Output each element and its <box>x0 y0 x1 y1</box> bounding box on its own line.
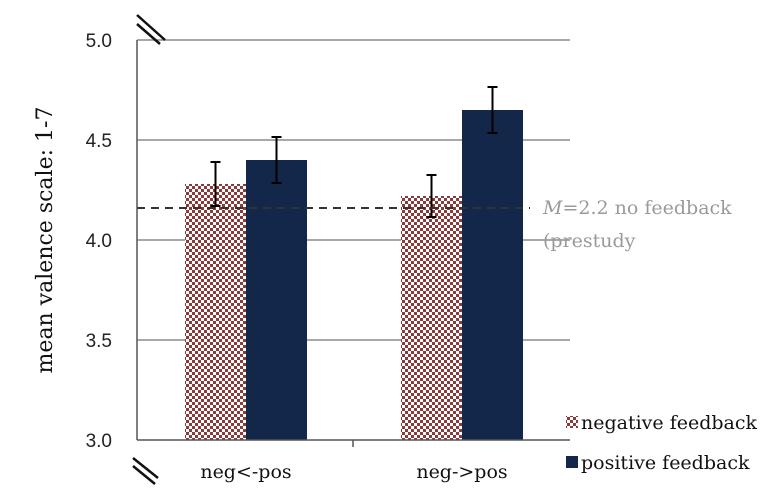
bar-negative-1 <box>185 184 246 440</box>
legend-label-positive: positive feedback <box>581 452 750 474</box>
reference-line-label-2: (prestudy <box>543 230 636 252</box>
category-label: neg<-pos <box>200 461 291 483</box>
bar-negative-2 <box>401 196 462 440</box>
y-tick-label: 3.0 <box>86 431 112 452</box>
bar-positive-1 <box>246 160 307 440</box>
axis-break-top <box>136 14 166 45</box>
legend-label-negative: negative feedback <box>581 412 758 434</box>
y-axis-label: mean valence scale: 1-7 <box>33 107 58 374</box>
legend-swatch-positive <box>566 456 578 468</box>
axes <box>132 14 570 485</box>
y-tick-label: 4.5 <box>86 131 112 152</box>
legend-swatch-negative <box>566 416 578 428</box>
y-tick-label: 3.5 <box>86 331 112 352</box>
legend: negative feedback positive feedback <box>566 412 758 474</box>
category-labels: neg<-pos neg->pos <box>200 461 507 483</box>
bar-positive-2 <box>462 110 523 440</box>
y-tick-label: 4.0 <box>86 231 112 252</box>
y-tick-label: 5.0 <box>86 31 112 52</box>
bars <box>137 86 530 440</box>
reference-line-group: M=2.2 no feedback (prestudy <box>542 197 732 252</box>
axis-break-bottom <box>132 457 159 485</box>
category-label: neg->pos <box>416 461 507 483</box>
reference-line-label: M=2.2 no feedback <box>542 197 732 219</box>
y-tick-labels: 3.0 3.5 4.0 4.5 5.0 <box>86 31 112 452</box>
